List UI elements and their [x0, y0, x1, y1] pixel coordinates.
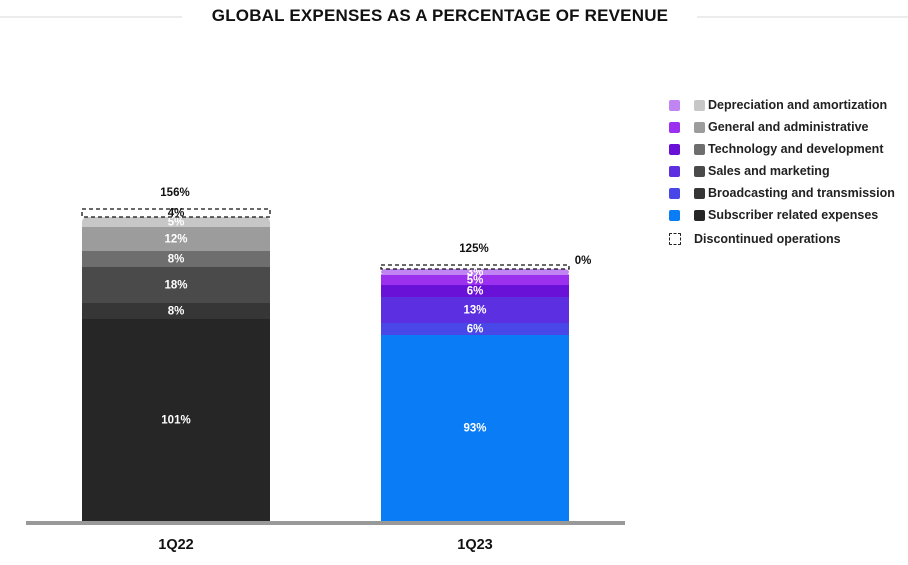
legend-swatch-1q23 [669, 100, 680, 111]
legend-label: Subscriber related expenses [708, 208, 879, 222]
legend-swatch-1q23 [669, 166, 680, 177]
legend-swatch-1q22 [694, 166, 705, 177]
x-tick-label-1Q23: 1Q23 [457, 537, 492, 553]
bar-segment-1Q23-technology-and-development [381, 285, 569, 297]
legend-swatch-1q22 [694, 144, 705, 155]
x-tick-label-1Q22: 1Q22 [158, 537, 193, 553]
legend-label: Technology and development [708, 142, 884, 156]
data-label-1Q23-depreciation-and-amortization: 3% [467, 267, 484, 279]
data-label-1Q22-broadcasting-and-transmission: 8% [168, 306, 185, 318]
data-label-1Q23-broadcasting-and-transmission: 6% [467, 324, 484, 336]
bar-segment-1Q23-broadcasting-and-transmission [381, 323, 569, 335]
legend-label: Depreciation and amortization [708, 98, 888, 112]
bar-segment-1Q22-broadcasting-and-transmission [82, 303, 270, 319]
title-rule-left [0, 16, 182, 18]
data-label-1Q23-discontinued: 0% [575, 255, 592, 267]
bar-segment-1Q22-sales-and-marketing [82, 267, 270, 303]
data-label-1Q22-discontinued: 4% [168, 208, 185, 220]
legend-swatch-1q23 [669, 188, 680, 199]
data-label-1Q22-technology-and-development: 8% [168, 254, 185, 266]
stacked-bar-chart: 101%8%18%8%12%5%4%156%1Q2293%6%13%6%5%3%… [26, 187, 625, 553]
data-label-1Q23-general-and-administrative: 5% [467, 275, 484, 287]
bar-segment-fill-1Q22-5 [82, 222, 270, 227]
dashed-box-icon [669, 233, 681, 245]
legend-swatch-1q23 [669, 210, 680, 221]
x-axis-line [26, 521, 625, 525]
data-label-1Q22-sales-and-marketing: 18% [164, 280, 187, 292]
data-label-1Q22-depreciation-and-amortization: 5% [168, 217, 185, 229]
legend-label: Sales and marketing [708, 164, 830, 178]
total-label-1Q22: 156% [160, 187, 189, 199]
bar-segment-1Q23-discontinued [380, 264, 570, 270]
bar-segment-1Q23-depreciation-and-amortization [381, 269, 569, 275]
title-rule-right [697, 16, 908, 18]
bar-segment-1Q23-sales-and-marketing [381, 297, 569, 323]
bar-segment-1Q22-subscriber-related-expenses [82, 319, 270, 521]
bar-segment-fill-1Q23-5 [381, 274, 569, 275]
chart-title: GLOBAL EXPENSES AS A PERCENTAGE OF REVEN… [211, 6, 669, 25]
data-label-1Q23-subscriber-related-expenses: 93% [463, 423, 486, 435]
legend-label: General and administrative [708, 120, 869, 134]
data-label-1Q23-technology-and-development: 6% [467, 286, 484, 298]
data-label-1Q23-sales-and-marketing: 13% [463, 305, 486, 317]
legend-swatch-1q22 [694, 122, 705, 133]
bar-segment-1Q23-general-and-administrative [381, 275, 569, 285]
legend-label: Discontinued operations [694, 232, 841, 246]
data-label-1Q22-subscriber-related-expenses: 101% [161, 415, 190, 427]
total-label-1Q23: 125% [459, 243, 488, 255]
legend-swatch-1q22 [694, 188, 705, 199]
bar-segment-1Q23-subscriber-related-expenses [381, 335, 569, 521]
bar-segment-1Q22-general-and-administrative [82, 227, 270, 251]
legend-swatch-1q23 [669, 122, 680, 133]
legend-swatch-1q22 [694, 210, 705, 221]
legend-swatch-1q22 [694, 100, 705, 111]
bar-segment-1Q22-discontinued [81, 208, 271, 218]
data-label-1Q22-general-and-administrative: 12% [164, 234, 187, 246]
legend-swatch-1q23 [669, 144, 680, 155]
legend-label: Broadcasting and transmission [708, 186, 895, 200]
bar-segment-1Q22-technology-and-development [82, 251, 270, 267]
